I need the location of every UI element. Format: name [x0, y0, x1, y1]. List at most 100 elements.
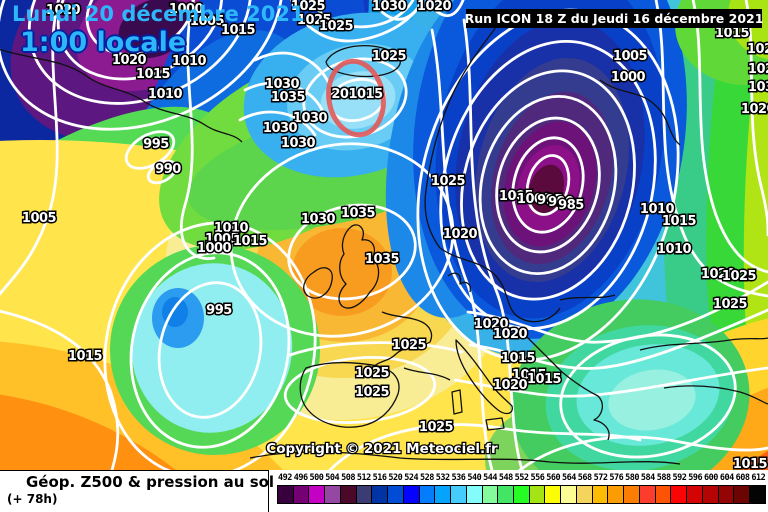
- scale-value: 556: [530, 473, 545, 483]
- pressure-label: 1025: [291, 0, 326, 14]
- scale-swatch: [608, 486, 625, 503]
- pressure-label: 1025: [419, 420, 454, 435]
- pressure-label: 1020: [443, 227, 478, 242]
- scale-swatch: [624, 486, 640, 503]
- pressure-label: 1010: [172, 54, 207, 69]
- pressure-label: 1000: [611, 70, 646, 85]
- annotation-ellipse: [326, 58, 386, 138]
- geopotential-pressure-map: 1020 1000 1005 1015 1025 1025 1025 1030 1020 1010…: [0, 0, 768, 470]
- pressure-label: 1020: [747, 42, 768, 57]
- scale-swatch: [372, 486, 389, 503]
- scale-swatch: [529, 486, 546, 503]
- scale-swatch: [687, 486, 703, 503]
- scale-value: 552: [514, 473, 529, 483]
- scale-swatch: [561, 486, 577, 503]
- pressure-label: 1035: [341, 206, 376, 221]
- pressure-label: 990: [155, 162, 181, 177]
- pressure-label: 1020: [493, 327, 528, 342]
- pressure-label: 1025: [392, 338, 427, 353]
- scale-value: 528: [419, 473, 434, 483]
- pressure-label: 1020: [748, 62, 768, 77]
- scale-swatch: [388, 486, 404, 503]
- pressure-label: 1010: [657, 242, 692, 257]
- scale-swatch: [466, 486, 483, 503]
- scale-value: 584: [640, 473, 655, 483]
- pressure-label: 1025: [722, 269, 757, 284]
- pressure-label: 995: [143, 137, 169, 152]
- pressure-label: 1030: [748, 80, 768, 95]
- scale-swatch: [576, 486, 593, 503]
- pressure-label: 1005: [499, 189, 534, 204]
- scale-swatch: [671, 486, 688, 503]
- scale-value: 596: [688, 473, 703, 483]
- scale-value: 516: [372, 473, 387, 483]
- pressure-label: 1005: [190, 14, 225, 29]
- scale-value: 560: [546, 473, 561, 483]
- scale-value: 564: [562, 473, 576, 483]
- pressure-label: 1015: [527, 372, 562, 387]
- pressure-label: 1015: [68, 349, 103, 364]
- pressure-label: 1035: [271, 90, 306, 105]
- pressure-label: 1010: [640, 202, 675, 217]
- pressure-label: 1015: [136, 67, 171, 82]
- pressure-label: 990: [548, 195, 574, 210]
- copyright-text: Copyright © 2021 Meteociel.fr: [266, 441, 498, 457]
- forecast-hour: (+ 78h): [7, 492, 58, 506]
- product-box: Géop. Z500 & pression au sol (+ 78h): [0, 470, 275, 512]
- scale-swatch: [592, 486, 609, 503]
- pressure-label: 1015: [662, 214, 697, 229]
- pressure-label: 1005: [205, 232, 240, 247]
- pressure-label: 1025: [355, 385, 390, 400]
- scale-value: 604: [719, 473, 734, 483]
- scale-value: 600: [704, 473, 718, 483]
- pressure-label: 985: [558, 198, 584, 213]
- scale-swatch: [482, 486, 499, 503]
- pressure-label: 1030: [281, 136, 316, 151]
- scale-labels: 492 496 500 504 508 512 516 520 524 528 532 536 540 5…: [277, 473, 766, 484]
- pressure-label: 1020: [741, 102, 768, 117]
- scale-swatch: [340, 486, 357, 503]
- pressure-label: 1005: [22, 211, 57, 226]
- scale-swatch: [325, 486, 341, 503]
- pressure-label: 1015: [715, 26, 750, 41]
- isobar-lines: [0, 0, 768, 470]
- scale-swatch: [419, 486, 436, 503]
- scale-value: 576: [609, 473, 624, 483]
- scale-value: 520: [388, 473, 403, 483]
- scale-value: 500: [309, 473, 324, 483]
- scale-value: 508: [341, 473, 355, 483]
- scale-swatch: [702, 486, 719, 503]
- pressure-label: 1025: [372, 49, 407, 64]
- pressure-label: 1030: [293, 111, 328, 126]
- pressure-label: 1030: [263, 121, 298, 136]
- pressure-label: 1030: [372, 0, 407, 14]
- pressure-label: 1025: [355, 366, 390, 381]
- pressure-label: 1020: [474, 317, 509, 332]
- scale-swatch: [451, 486, 467, 503]
- scale-swatch: [309, 486, 326, 503]
- scale-swatch: [655, 486, 672, 503]
- scale-value: 512: [356, 473, 371, 483]
- scale-swatch: [278, 486, 294, 503]
- scale-swatch: [639, 486, 656, 503]
- pressure-label: 1015: [512, 368, 547, 383]
- pressure-label: 1000: [169, 2, 204, 17]
- pressure-label: 1015: [233, 234, 268, 249]
- pressure-label: 201015: [331, 87, 383, 102]
- scale-value: 492: [277, 473, 292, 483]
- scale-swatch: [356, 486, 373, 503]
- product-label: Géop. Z500 & pression au sol: [26, 473, 275, 491]
- pressure-label: 1010: [214, 221, 249, 236]
- pressure-label: 1030: [301, 212, 336, 227]
- pressure-label: 1035: [365, 252, 400, 267]
- scale-value: 540: [467, 473, 482, 483]
- scale-value: 524: [404, 473, 419, 483]
- pressure-label: 995: [537, 193, 563, 208]
- scale-swatch: [435, 486, 452, 503]
- scale-value: 580: [625, 473, 639, 483]
- color-scale: 492 496 500 504 508 512 516 520 524 528 532 536 540 5…: [277, 473, 766, 504]
- scale-swatch: [750, 486, 765, 503]
- scale-swatch: [498, 486, 515, 503]
- scale-value: 592: [672, 473, 687, 483]
- pressure-label: 1030: [265, 77, 300, 92]
